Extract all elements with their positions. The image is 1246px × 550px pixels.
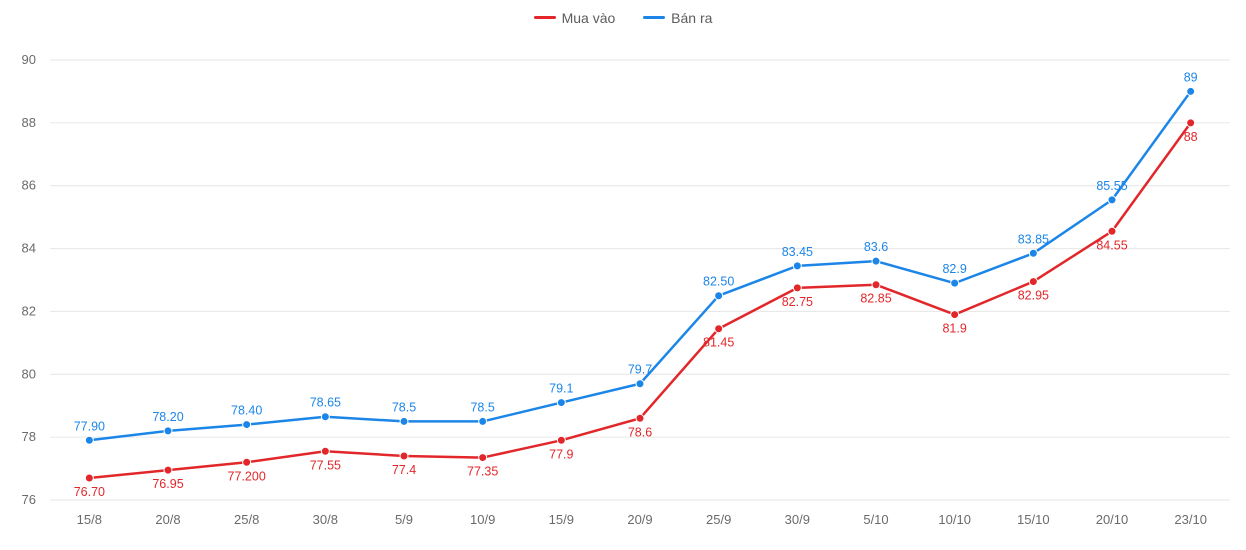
data-point-mua_vao — [872, 281, 880, 289]
data-point-mua_vao — [400, 452, 408, 460]
data-point-mua_vao — [321, 447, 329, 455]
data-point-mua_vao — [715, 325, 723, 333]
data-label-mua_vao: 77.35 — [467, 465, 498, 479]
x-axis-tick-label: 30/9 — [785, 512, 810, 527]
data-point-ban_ra — [793, 262, 801, 270]
data-point-ban_ra — [872, 257, 880, 265]
data-label-ban_ra: 78.65 — [310, 396, 341, 410]
y-axis-tick-label: 88 — [22, 115, 36, 130]
data-point-ban_ra — [951, 279, 959, 287]
data-label-mua_vao: 76.70 — [74, 485, 105, 499]
data-label-ban_ra: 82.9 — [942, 262, 966, 276]
data-label-mua_vao: 77.9 — [549, 447, 573, 461]
x-axis-tick-label: 15/10 — [1017, 512, 1050, 527]
legend-swatch-icon — [534, 16, 556, 19]
data-point-mua_vao — [557, 436, 565, 444]
data-point-ban_ra — [636, 380, 644, 388]
chart-canvas: 76 78 80 82 84 86 88 90 15/8 20/8 25/8 30/8 5/9 10/9 1… — [0, 0, 1246, 550]
data-label-mua_vao: 77.4 — [392, 463, 416, 477]
data-point-ban_ra — [243, 421, 251, 429]
data-label-ban_ra: 78.5 — [470, 400, 494, 414]
data-label-ban_ra: 83.45 — [782, 245, 813, 259]
data-point-ban_ra — [715, 292, 723, 300]
data-point-ban_ra — [400, 417, 408, 425]
x-axis-tick-label: 10/9 — [470, 512, 495, 527]
chart-legend: Mua vào Bán ra — [0, 6, 1246, 26]
data-label-mua_vao: 88 — [1184, 130, 1198, 144]
x-axis-tick-label: 15/9 — [549, 512, 574, 527]
data-label-ban_ra: 89 — [1184, 70, 1198, 84]
data-point-ban_ra — [85, 436, 93, 444]
data-point-ban_ra — [557, 399, 565, 407]
x-axis-tick-label: 5/10 — [863, 512, 888, 527]
data-point-ban_ra — [164, 427, 172, 435]
legend-item-mua-vao: Mua vào — [534, 10, 616, 26]
data-label-mua_vao: 77.55 — [310, 458, 341, 472]
x-axis-tick-label: 20/9 — [627, 512, 652, 527]
data-label-mua_vao: 82.85 — [860, 292, 891, 306]
x-axis-tick-label: 25/9 — [706, 512, 731, 527]
line-chart: Mua vào Bán ra 76 78 80 82 84 86 88 90 15/8 20/8 2… — [0, 0, 1246, 550]
data-point-mua_vao — [951, 311, 959, 319]
data-point-mua_vao — [1187, 119, 1195, 127]
x-axis-tick-label: 23/10 — [1174, 512, 1207, 527]
data-point-mua_vao — [243, 458, 251, 466]
data-label-ban_ra: 78.5 — [392, 400, 416, 414]
data-label-mua_vao: 76.95 — [152, 477, 183, 491]
x-axis-tick-label: 20/10 — [1096, 512, 1129, 527]
y-axis-tick-label: 78 — [22, 429, 36, 444]
y-axis-tick-label: 84 — [22, 241, 36, 256]
data-point-mua_vao — [164, 466, 172, 474]
data-point-ban_ra — [1187, 87, 1195, 95]
data-label-ban_ra: 77.90 — [74, 419, 105, 433]
legend-label: Mua vào — [562, 10, 616, 26]
x-axis-tick-label: 15/8 — [77, 512, 102, 527]
data-label-mua_vao: 81.9 — [942, 322, 966, 336]
data-label-mua_vao: 82.95 — [1018, 289, 1049, 303]
y-axis-tick-label: 90 — [22, 52, 36, 67]
data-point-ban_ra — [1029, 249, 1037, 257]
y-axis-tick-label: 82 — [22, 303, 36, 318]
data-label-ban_ra: 78.20 — [152, 410, 183, 424]
data-point-ban_ra — [321, 413, 329, 421]
data-point-mua_vao — [636, 414, 644, 422]
y-axis-tick-label: 76 — [22, 492, 36, 507]
x-axis-tick-label: 5/9 — [395, 512, 413, 527]
data-label-ban_ra: 79.7 — [628, 363, 652, 377]
data-label-ban_ra: 78.40 — [231, 404, 262, 418]
y-axis-tick-label: 80 — [22, 366, 36, 381]
data-label-ban_ra: 83.6 — [864, 240, 888, 254]
data-label-ban_ra: 82.50 — [703, 275, 734, 289]
data-label-mua_vao: 78.6 — [628, 425, 652, 439]
data-point-mua_vao — [479, 454, 487, 462]
data-label-ban_ra: 83.85 — [1018, 232, 1049, 246]
x-axis-tick-label: 20/8 — [155, 512, 180, 527]
x-axis-tick-label: 10/10 — [938, 512, 971, 527]
x-axis-tick-label: 30/8 — [313, 512, 338, 527]
data-point-ban_ra — [1108, 196, 1116, 204]
data-label-mua_vao: 82.75 — [782, 295, 813, 309]
data-label-mua_vao: 81.45 — [703, 336, 734, 350]
legend-item-ban-ra: Bán ra — [643, 10, 712, 26]
data-label-mua_vao: 77.200 — [228, 469, 266, 483]
legend-swatch-icon — [643, 16, 665, 19]
y-axis-tick-label: 86 — [22, 178, 36, 193]
data-label-ban_ra: 79.1 — [549, 382, 573, 396]
data-point-mua_vao — [793, 284, 801, 292]
data-point-mua_vao — [1029, 278, 1037, 286]
data-point-mua_vao — [1108, 227, 1116, 235]
data-point-ban_ra — [479, 417, 487, 425]
data-point-mua_vao — [85, 474, 93, 482]
x-axis-tick-label: 25/8 — [234, 512, 259, 527]
legend-label: Bán ra — [671, 10, 712, 26]
data-label-ban_ra: 85.55 — [1096, 179, 1127, 193]
data-label-mua_vao: 84.55 — [1096, 238, 1127, 252]
